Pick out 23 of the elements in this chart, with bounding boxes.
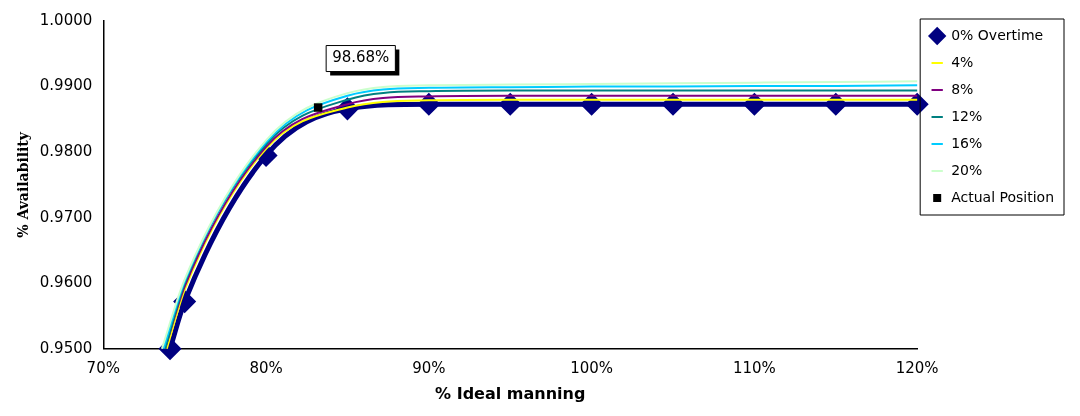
legend-label: 20% xyxy=(951,161,983,178)
y-tick-label: 0.9800 xyxy=(39,142,93,161)
x-tick-label: 80% xyxy=(249,358,283,377)
y-tick-label: 0.9500 xyxy=(39,338,93,357)
legend-label: 12% xyxy=(951,107,983,124)
legend-label: 4% xyxy=(951,53,974,70)
y-axis-title: % Availability xyxy=(15,131,32,238)
legend-label: 8% xyxy=(951,80,974,97)
legend-label: 16% xyxy=(951,134,983,151)
x-tick-label: 120% xyxy=(895,358,939,377)
x-tick-label: 100% xyxy=(570,358,614,377)
data-label: 98.68% xyxy=(332,48,390,67)
x-tick-label: 90% xyxy=(412,358,446,377)
y-tick-label: 0.9700 xyxy=(39,207,93,226)
x-axis-title: % Ideal manning xyxy=(435,383,586,403)
y-tick-label: 1.0000 xyxy=(39,10,93,29)
y-tick-label: 0.9600 xyxy=(39,273,93,292)
point xyxy=(313,103,323,112)
legend-label: 0% Overtime xyxy=(951,26,1044,43)
x-tick-label: 110% xyxy=(732,358,776,377)
y-tick-label: 0.9900 xyxy=(39,76,93,95)
x-tick-label: 70% xyxy=(86,358,120,377)
legend-label: Actual Position xyxy=(951,188,1055,205)
